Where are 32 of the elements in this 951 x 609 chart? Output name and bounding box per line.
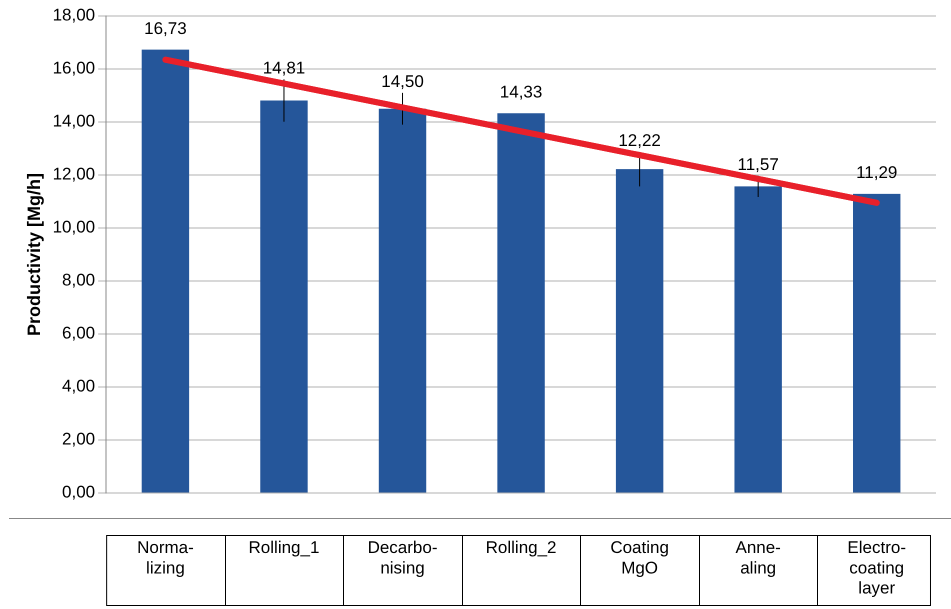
bar	[734, 186, 782, 492]
y-axis-title: Productivity [Mg/h]	[24, 173, 44, 336]
bar	[616, 169, 664, 492]
bar	[497, 113, 545, 492]
bar	[260, 100, 308, 492]
y-tick-label: 18,00	[52, 6, 96, 25]
bar	[142, 50, 190, 492]
data-label: 11,57	[738, 154, 779, 174]
y-tick-label: 0,00	[62, 482, 96, 502]
y-tick-label: 6,00	[62, 324, 96, 343]
x-tick-label: Rolling_1	[248, 538, 320, 557]
y-tick-label: 16,00	[52, 58, 96, 78]
y-tick-label: 8,00	[62, 270, 96, 290]
x-tick-label: Decarbo- nising	[368, 538, 438, 578]
x-tick-label: Electro- coating layer	[847, 538, 906, 598]
x-tick-label: Anne- aling	[735, 538, 781, 578]
bar	[378, 108, 426, 492]
y-tick-label: 4,00	[62, 376, 96, 396]
data-label: 11,29	[856, 163, 898, 182]
y-tick-label: 12,00	[52, 164, 96, 184]
x-tick-label: Norma- lizing	[137, 538, 194, 578]
bar	[853, 194, 900, 492]
data-label: 14,50	[381, 72, 424, 92]
x-tick-label: Rolling_2	[486, 538, 557, 557]
y-tick-label: 2,00	[62, 430, 96, 449]
y-tick-label: 10,00	[52, 218, 96, 237]
data-label: 16,73	[144, 18, 187, 38]
data-label: 14,81	[262, 58, 306, 78]
y-tick-label: 14,00	[52, 112, 96, 131]
x-tick-label: Coating MgO	[610, 538, 669, 578]
data-label: 14,33	[500, 82, 542, 102]
data-label: 12,22	[618, 131, 661, 150]
